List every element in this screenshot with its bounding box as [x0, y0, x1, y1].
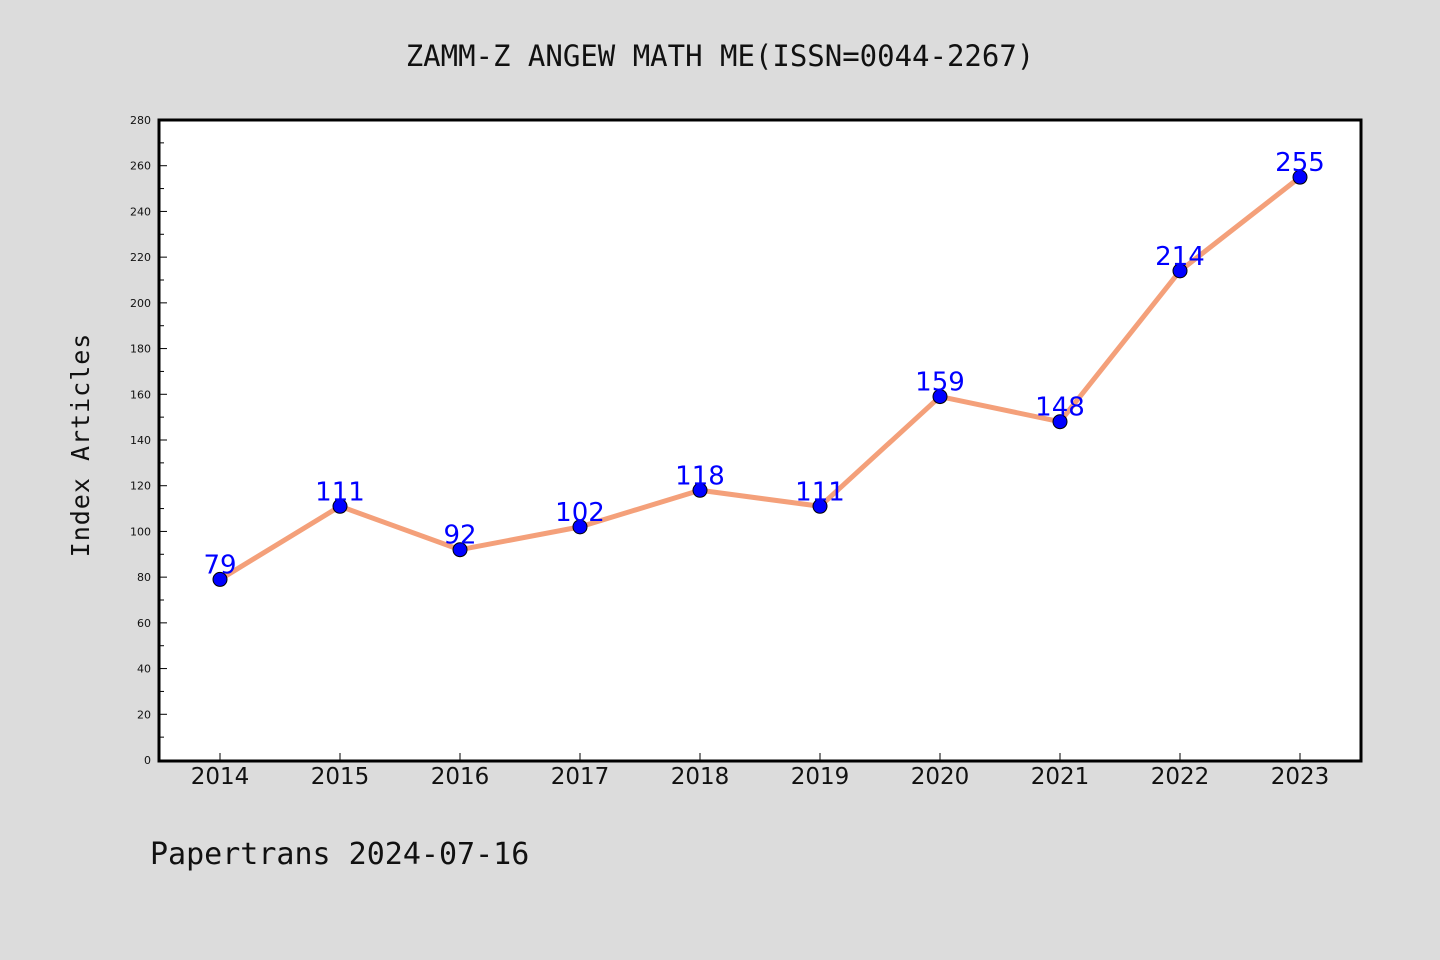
x-tick-label: 2021: [1031, 764, 1090, 790]
y-tick-label: 100: [130, 525, 151, 538]
data-label: 148: [1035, 393, 1085, 423]
y-tick-label: 220: [130, 251, 151, 264]
x-tick-label: 2018: [671, 764, 730, 790]
data-point: [932, 389, 948, 405]
y-axis-label: Index Articles: [66, 333, 95, 558]
y-tick-label: 180: [130, 343, 151, 356]
y-tick-label: 40: [137, 663, 151, 676]
x-tick-label: 2020: [911, 764, 970, 790]
y-axis: 0 20 40 60 80 100 120 140 160 180 200 220 240 260 280: [130, 114, 167, 767]
data-label: 255: [1275, 148, 1325, 178]
data-point: [812, 498, 828, 514]
data-point: [1052, 414, 1068, 430]
y-tick-label: 260: [130, 160, 151, 173]
y-tick-label: 160: [130, 388, 151, 401]
data-label: 111: [795, 477, 845, 507]
plot-area: [157, 118, 1363, 763]
y-tick-label: 0: [144, 754, 151, 767]
data-point: [692, 482, 708, 498]
data-point: [212, 571, 228, 587]
data-point: [1172, 263, 1188, 279]
x-tick-label: 2015: [311, 764, 370, 790]
data-labels: 79 111 92 102 118 111 159 148 214 255: [203, 148, 1324, 580]
y-tick-label: 280: [130, 114, 151, 127]
data-label: 102: [555, 498, 605, 528]
y-tick-label: 120: [130, 480, 151, 493]
series-group: [212, 169, 1308, 587]
data-label: 111: [315, 477, 365, 507]
data-point: [452, 542, 468, 558]
x-tick-label: 2016: [431, 764, 490, 790]
x-tick-label: 2022: [1151, 764, 1210, 790]
y-tick-label: 60: [137, 617, 151, 630]
y-tick-label: 80: [137, 571, 151, 584]
chart-title: ZAMM-Z ANGEW MATH ME(ISSN=0044-2267): [406, 39, 1035, 73]
y-tick-label: 200: [130, 297, 151, 310]
x-tick-label: 2019: [791, 764, 850, 790]
data-label: 92: [443, 521, 476, 551]
x-axis: 2014 2015 2016 2017 2018 2019 2020 2021 2022 2023: [191, 753, 1330, 790]
data-point: [332, 498, 348, 514]
data-label: 214: [1155, 242, 1205, 272]
y-tick-label: 20: [137, 708, 151, 721]
y-tick-label: 240: [130, 205, 151, 218]
data-label: 118: [675, 461, 725, 491]
x-tick-label: 2023: [1271, 764, 1330, 790]
y-tick-label: 140: [130, 434, 151, 447]
data-label: 79: [203, 550, 236, 580]
footer-stamp: Papertrans 2024-07-16: [150, 837, 529, 872]
data-point: [1292, 169, 1308, 185]
data-label: 159: [915, 368, 965, 398]
x-tick-label: 2014: [191, 764, 250, 790]
data-point: [572, 519, 588, 535]
x-tick-label: 2017: [551, 764, 610, 790]
series-line: [217, 174, 1303, 582]
